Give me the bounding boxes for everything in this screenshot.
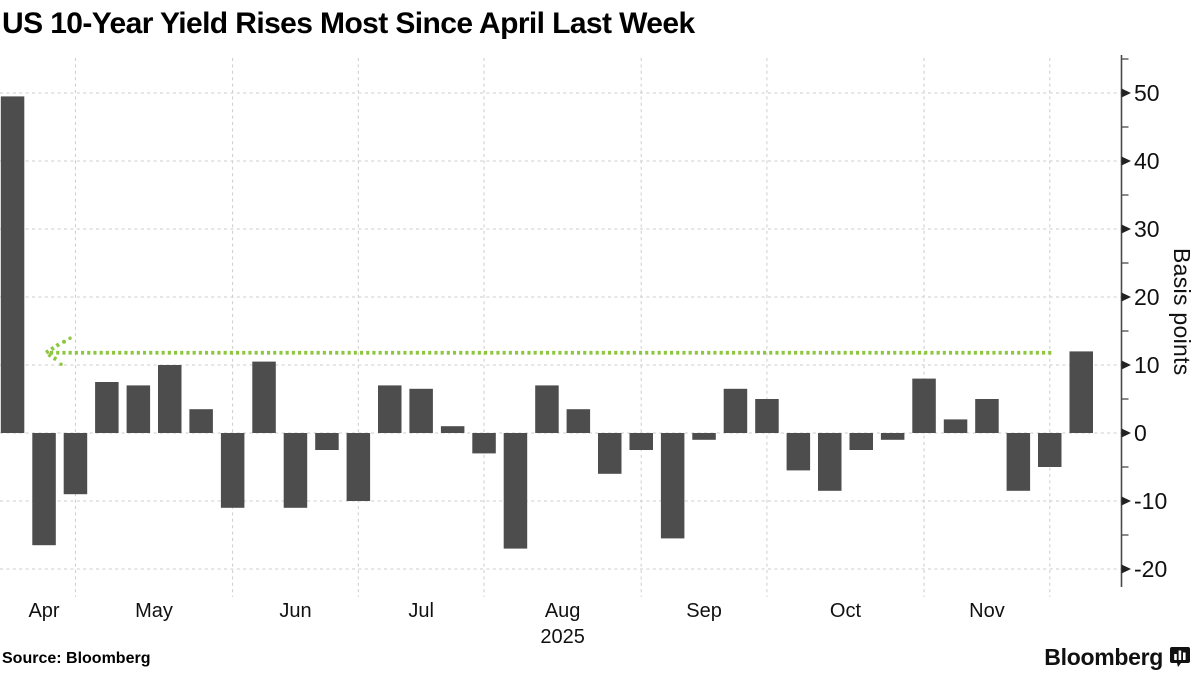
bar — [409, 388, 433, 433]
bar — [786, 433, 811, 471]
bar — [189, 409, 213, 433]
bar — [63, 433, 88, 495]
bar — [158, 365, 182, 433]
bar — [692, 433, 716, 440]
bar — [849, 433, 873, 450]
tick-arrow-icon — [1121, 360, 1131, 370]
bar — [535, 385, 559, 433]
bar — [220, 433, 245, 508]
tick-arrow-icon — [1121, 496, 1131, 506]
month-label: Oct — [830, 600, 862, 622]
bar — [95, 382, 119, 433]
tick-arrow-icon — [1121, 88, 1131, 98]
bar — [723, 388, 748, 433]
month-label: Apr — [28, 600, 59, 622]
y-tick-label: 10 — [1134, 352, 1160, 378]
bar — [378, 385, 402, 433]
chart-title: US 10-Year Yield Rises Most Since April … — [2, 7, 695, 40]
horizontal-gridlines — [0, 92, 1122, 570]
tick-arrow-icon — [1121, 156, 1131, 166]
bar — [0, 96, 25, 434]
bar — [315, 433, 339, 450]
month-label: Jul — [408, 600, 434, 622]
bar — [1006, 433, 1031, 491]
tick-arrow-icon — [1121, 224, 1131, 234]
bar — [598, 433, 622, 474]
bar — [660, 433, 685, 539]
bar — [912, 378, 936, 433]
bar — [943, 419, 968, 433]
bar — [472, 433, 496, 454]
y-tick-label: 20 — [1134, 284, 1160, 310]
bar — [126, 385, 151, 433]
y-axis-title: Basis points — [1169, 248, 1195, 376]
bar — [346, 433, 371, 501]
month-label: Nov — [969, 600, 1005, 622]
bloomberg-logo: Bloomberg — [1044, 644, 1190, 671]
y-tick-label: -20 — [1134, 556, 1167, 582]
tick-arrow-icon — [1121, 564, 1131, 574]
year-label: 2025 — [540, 626, 585, 648]
y-tick-label: 40 — [1134, 148, 1160, 174]
bar — [252, 361, 276, 433]
reference-line — [42, 336, 1053, 366]
bar — [880, 433, 905, 440]
y-tick-label: 30 — [1134, 216, 1160, 242]
vertical-gridlines — [74, 58, 1051, 597]
bar — [32, 433, 56, 546]
month-label: Jun — [279, 600, 311, 622]
y-axis: 50 40 30 20 10 0 -10 -20 — [1120, 55, 1167, 587]
month-label: Sep — [686, 600, 722, 622]
bar — [1038, 433, 1062, 467]
y-tick-label: 50 — [1134, 80, 1160, 106]
bar — [283, 433, 308, 508]
bar — [975, 399, 999, 433]
bar — [1069, 351, 1093, 433]
bars — [0, 96, 1093, 549]
bar — [629, 433, 653, 450]
y-tick-label: 0 — [1134, 420, 1147, 446]
bar — [503, 433, 528, 549]
bar — [818, 433, 842, 491]
bloomberg-terminal-icon — [1170, 647, 1190, 668]
bar — [755, 399, 779, 433]
tick-arrow-icon — [1121, 428, 1131, 438]
source-note: Source: Bloomberg — [2, 650, 151, 667]
reference-arrow-icon — [42, 342, 61, 363]
month-label: May — [135, 600, 173, 622]
tick-arrow-icon — [1121, 292, 1131, 302]
x-axis-labels: Apr May Jun Jul Aug Sep Oct Nov 2025 — [28, 600, 1004, 648]
y-tick-label: -10 — [1134, 488, 1167, 514]
month-label: Aug — [545, 600, 581, 622]
bar — [440, 426, 465, 433]
bloomberg-wordmark: Bloomberg — [1044, 644, 1163, 670]
bar — [566, 409, 591, 433]
